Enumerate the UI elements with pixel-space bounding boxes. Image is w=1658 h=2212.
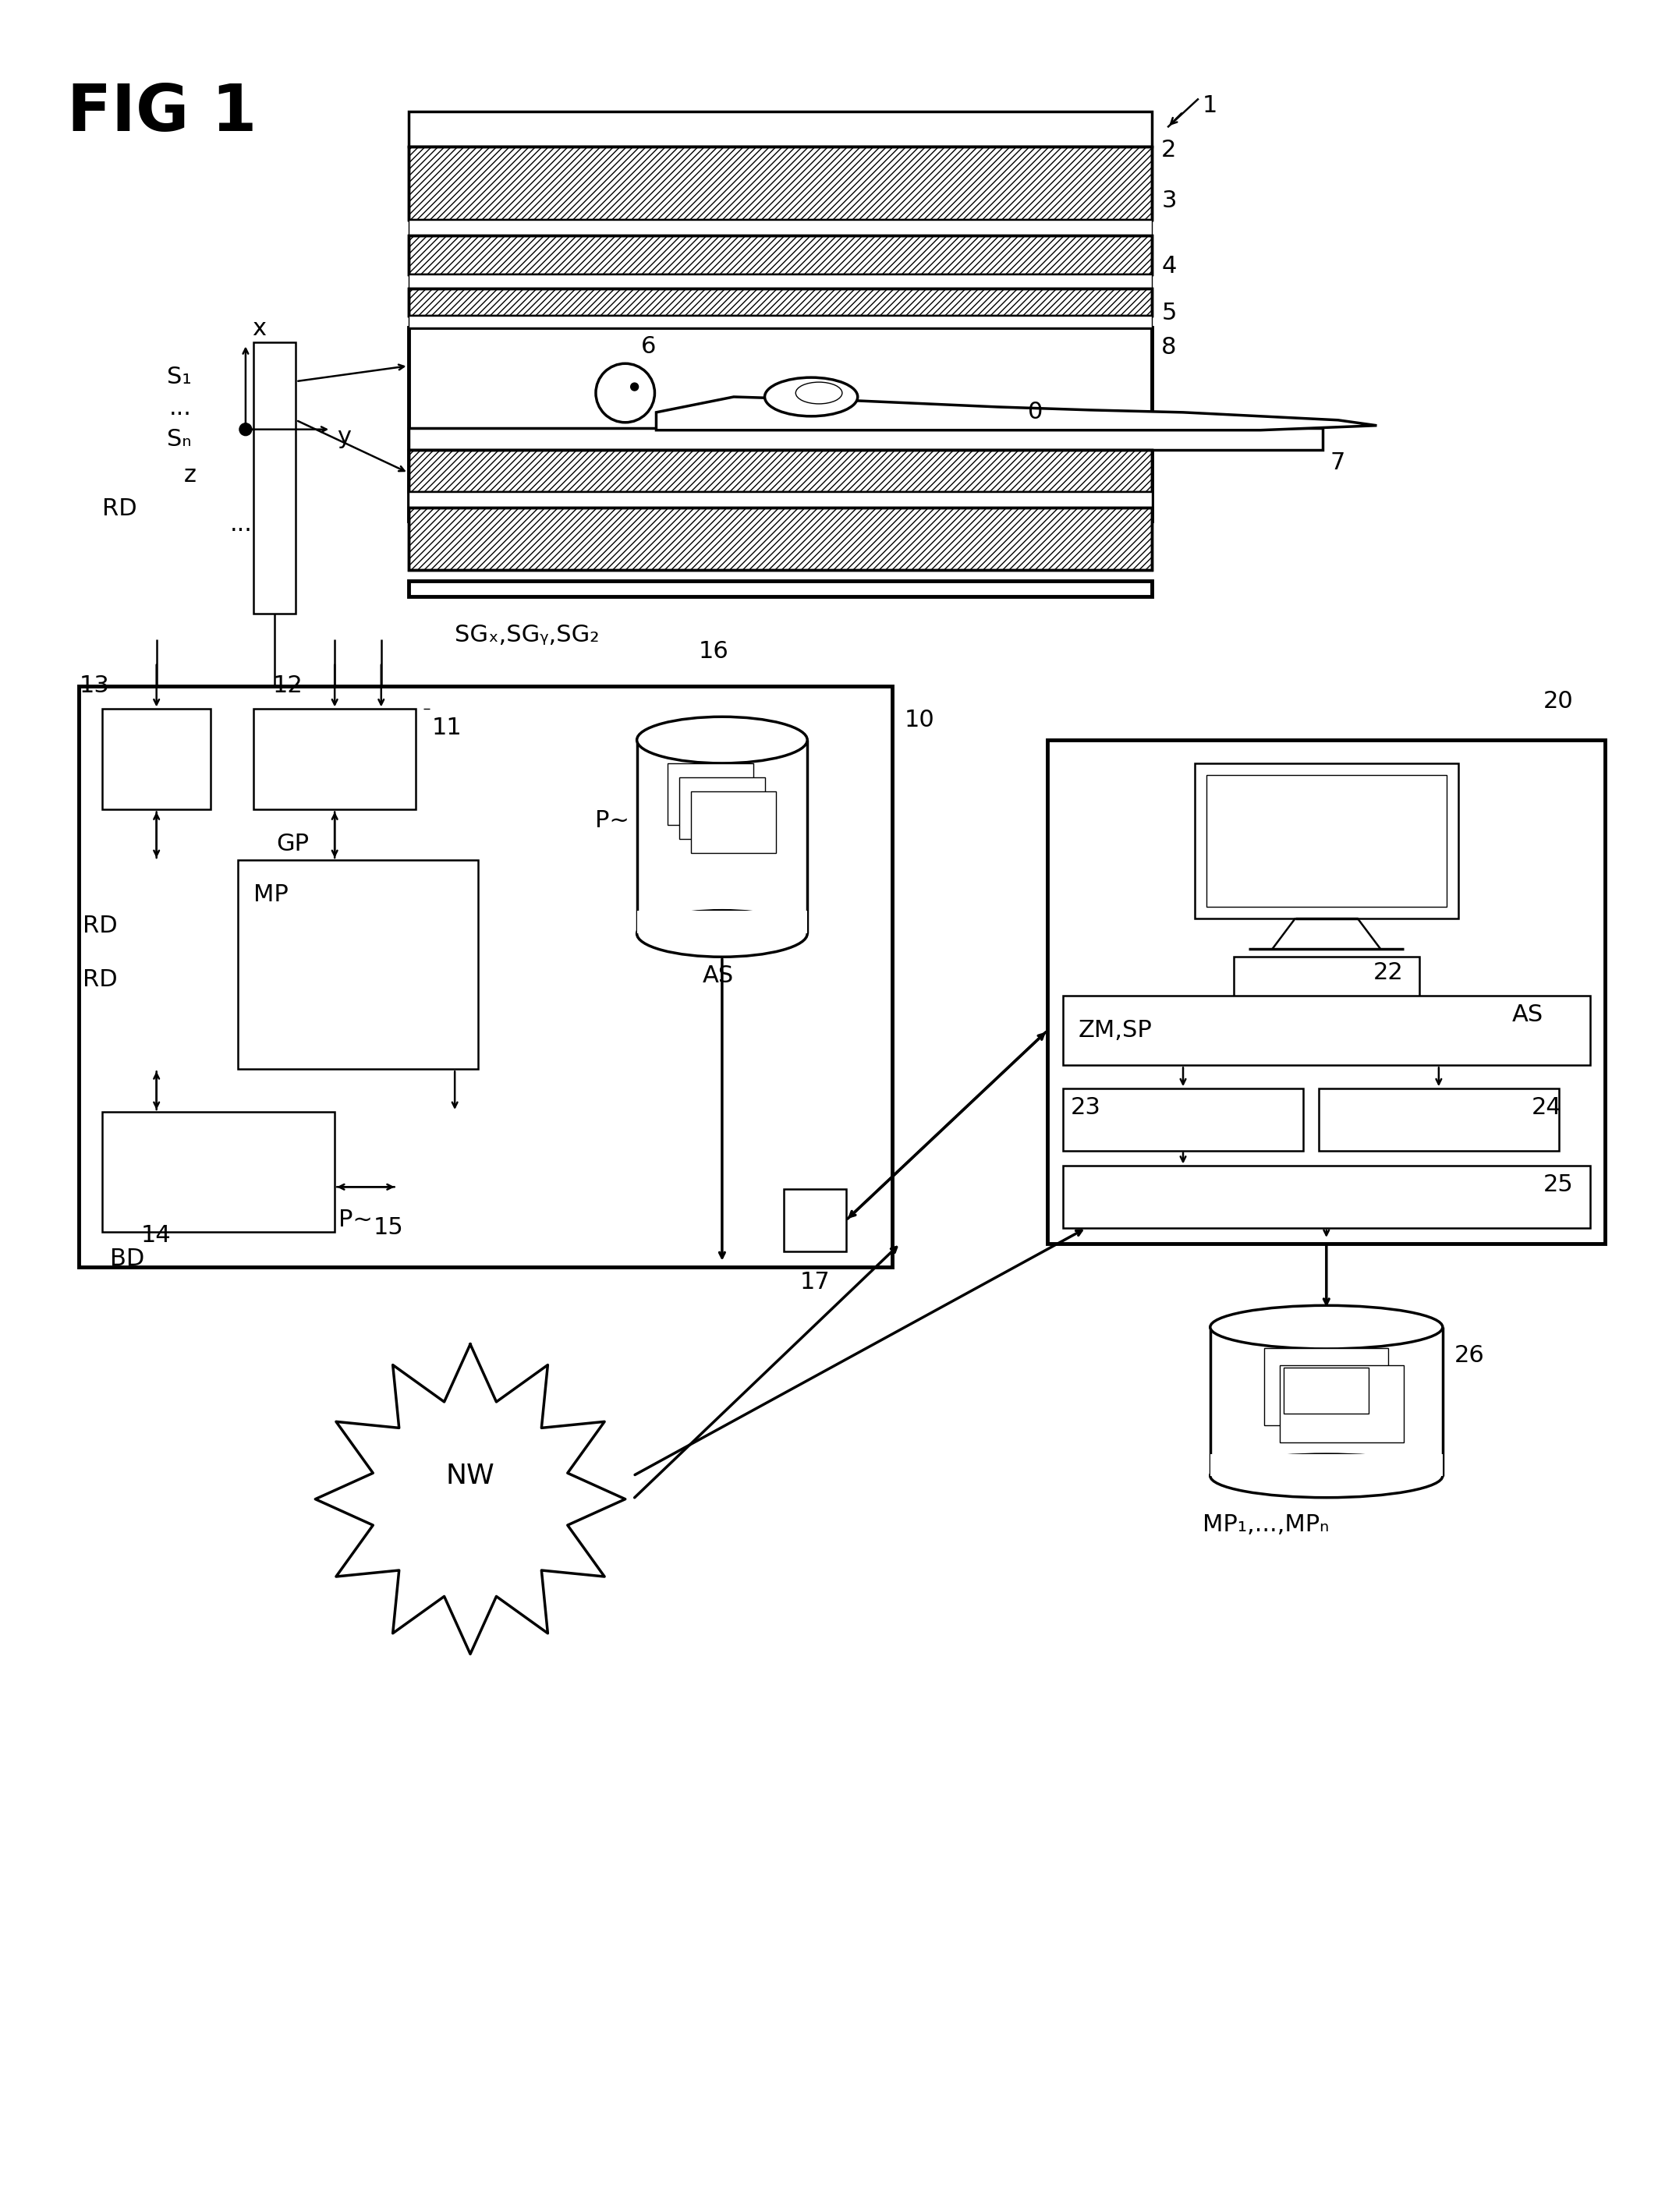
Text: 3: 3	[1161, 190, 1177, 212]
Bar	[408, 237, 1152, 274]
Text: 13: 13	[80, 675, 109, 697]
Text: RD: RD	[103, 498, 138, 520]
Text: Sₙ: Sₙ	[167, 427, 191, 451]
Bar	[1318, 1088, 1559, 1150]
Text: 16: 16	[698, 639, 730, 664]
Bar	[408, 316, 1152, 327]
Circle shape	[630, 383, 638, 392]
Text: 15: 15	[373, 1217, 403, 1239]
Bar	[408, 582, 1152, 597]
Text: 2: 2	[1161, 139, 1177, 161]
Text: 24: 24	[1532, 1097, 1562, 1119]
Bar	[784, 1190, 846, 1252]
Text: FIG 1: FIG 1	[68, 82, 257, 144]
Bar	[1063, 995, 1590, 1066]
Text: ...: ...	[169, 396, 191, 420]
Polygon shape	[657, 396, 1376, 429]
Bar	[408, 113, 1152, 146]
Bar	[1234, 958, 1419, 1000]
Text: AS: AS	[703, 964, 734, 987]
Text: 17: 17	[799, 1270, 831, 1294]
Text: RD: RD	[83, 969, 118, 991]
Text: x: x	[252, 319, 265, 341]
Bar	[408, 327, 1152, 520]
Text: RD: RD	[83, 914, 118, 938]
Bar	[408, 427, 1323, 449]
Bar	[103, 710, 211, 810]
Bar	[408, 146, 1152, 221]
Text: 6: 6	[640, 334, 657, 358]
Text: 8: 8	[1161, 336, 1177, 358]
Text: MP: MP	[254, 883, 288, 907]
Bar	[408, 237, 1152, 274]
Text: z: z	[184, 465, 196, 487]
Text: ...: ...	[230, 513, 252, 535]
Text: 14: 14	[141, 1223, 171, 1248]
Bar	[668, 763, 753, 825]
Text: 23: 23	[1071, 1097, 1101, 1119]
Text: NW: NW	[446, 1462, 494, 1489]
Text: 0: 0	[1028, 400, 1043, 422]
Bar	[408, 221, 1152, 237]
Text: y: y	[337, 425, 351, 449]
Text: 4: 4	[1161, 254, 1177, 279]
Bar	[408, 449, 1152, 491]
Text: AS: AS	[1512, 1004, 1544, 1026]
Text: 12: 12	[272, 675, 303, 697]
Bar	[637, 911, 807, 933]
Bar	[408, 274, 1152, 288]
Bar	[408, 288, 1152, 316]
Ellipse shape	[796, 383, 842, 405]
Bar	[408, 491, 1152, 507]
Text: 11: 11	[431, 717, 463, 739]
Text: 10: 10	[904, 710, 935, 732]
Text: P~: P~	[338, 1208, 373, 1232]
Text: 22: 22	[1373, 962, 1403, 984]
Text: 1: 1	[1202, 93, 1217, 117]
Bar	[1265, 1347, 1388, 1425]
Text: S₁: S₁	[167, 365, 191, 389]
Bar	[408, 449, 1152, 491]
Bar	[254, 343, 297, 613]
Bar	[80, 686, 892, 1267]
Text: 5: 5	[1161, 301, 1177, 325]
Bar	[1283, 1367, 1370, 1413]
Bar	[1048, 741, 1605, 1243]
Bar	[1063, 1166, 1590, 1228]
Circle shape	[239, 422, 252, 436]
Bar	[1280, 1365, 1404, 1442]
Bar	[408, 146, 1152, 221]
Text: 26: 26	[1454, 1345, 1484, 1367]
Text: ZM,SP: ZM,SP	[1078, 1020, 1152, 1042]
Text: GP: GP	[277, 834, 310, 856]
Circle shape	[595, 363, 655, 422]
Bar	[680, 776, 764, 838]
Ellipse shape	[637, 717, 807, 763]
Bar	[1063, 1088, 1303, 1150]
Ellipse shape	[1210, 1305, 1442, 1349]
Bar	[237, 860, 478, 1068]
Text: BD: BD	[109, 1248, 144, 1270]
Text: 25: 25	[1544, 1175, 1573, 1197]
Ellipse shape	[764, 378, 857, 416]
Bar	[408, 507, 1152, 568]
Bar	[408, 288, 1152, 316]
Bar	[408, 507, 1152, 568]
Ellipse shape	[637, 911, 807, 958]
Bar	[103, 1113, 335, 1232]
Bar	[691, 792, 776, 854]
Bar	[1195, 763, 1457, 918]
Text: 20: 20	[1544, 690, 1573, 712]
Text: P~: P~	[595, 810, 628, 832]
Text: 7: 7	[1330, 451, 1345, 473]
Bar	[1207, 774, 1446, 907]
Polygon shape	[315, 1345, 625, 1655]
Bar	[254, 710, 416, 810]
Text: SGₓ,SGᵧ,SG₂: SGₓ,SGᵧ,SG₂	[454, 624, 599, 646]
Text: MP₁,...,MPₙ: MP₁,...,MPₙ	[1202, 1513, 1330, 1535]
Bar	[1210, 1453, 1442, 1475]
Ellipse shape	[1210, 1453, 1442, 1498]
